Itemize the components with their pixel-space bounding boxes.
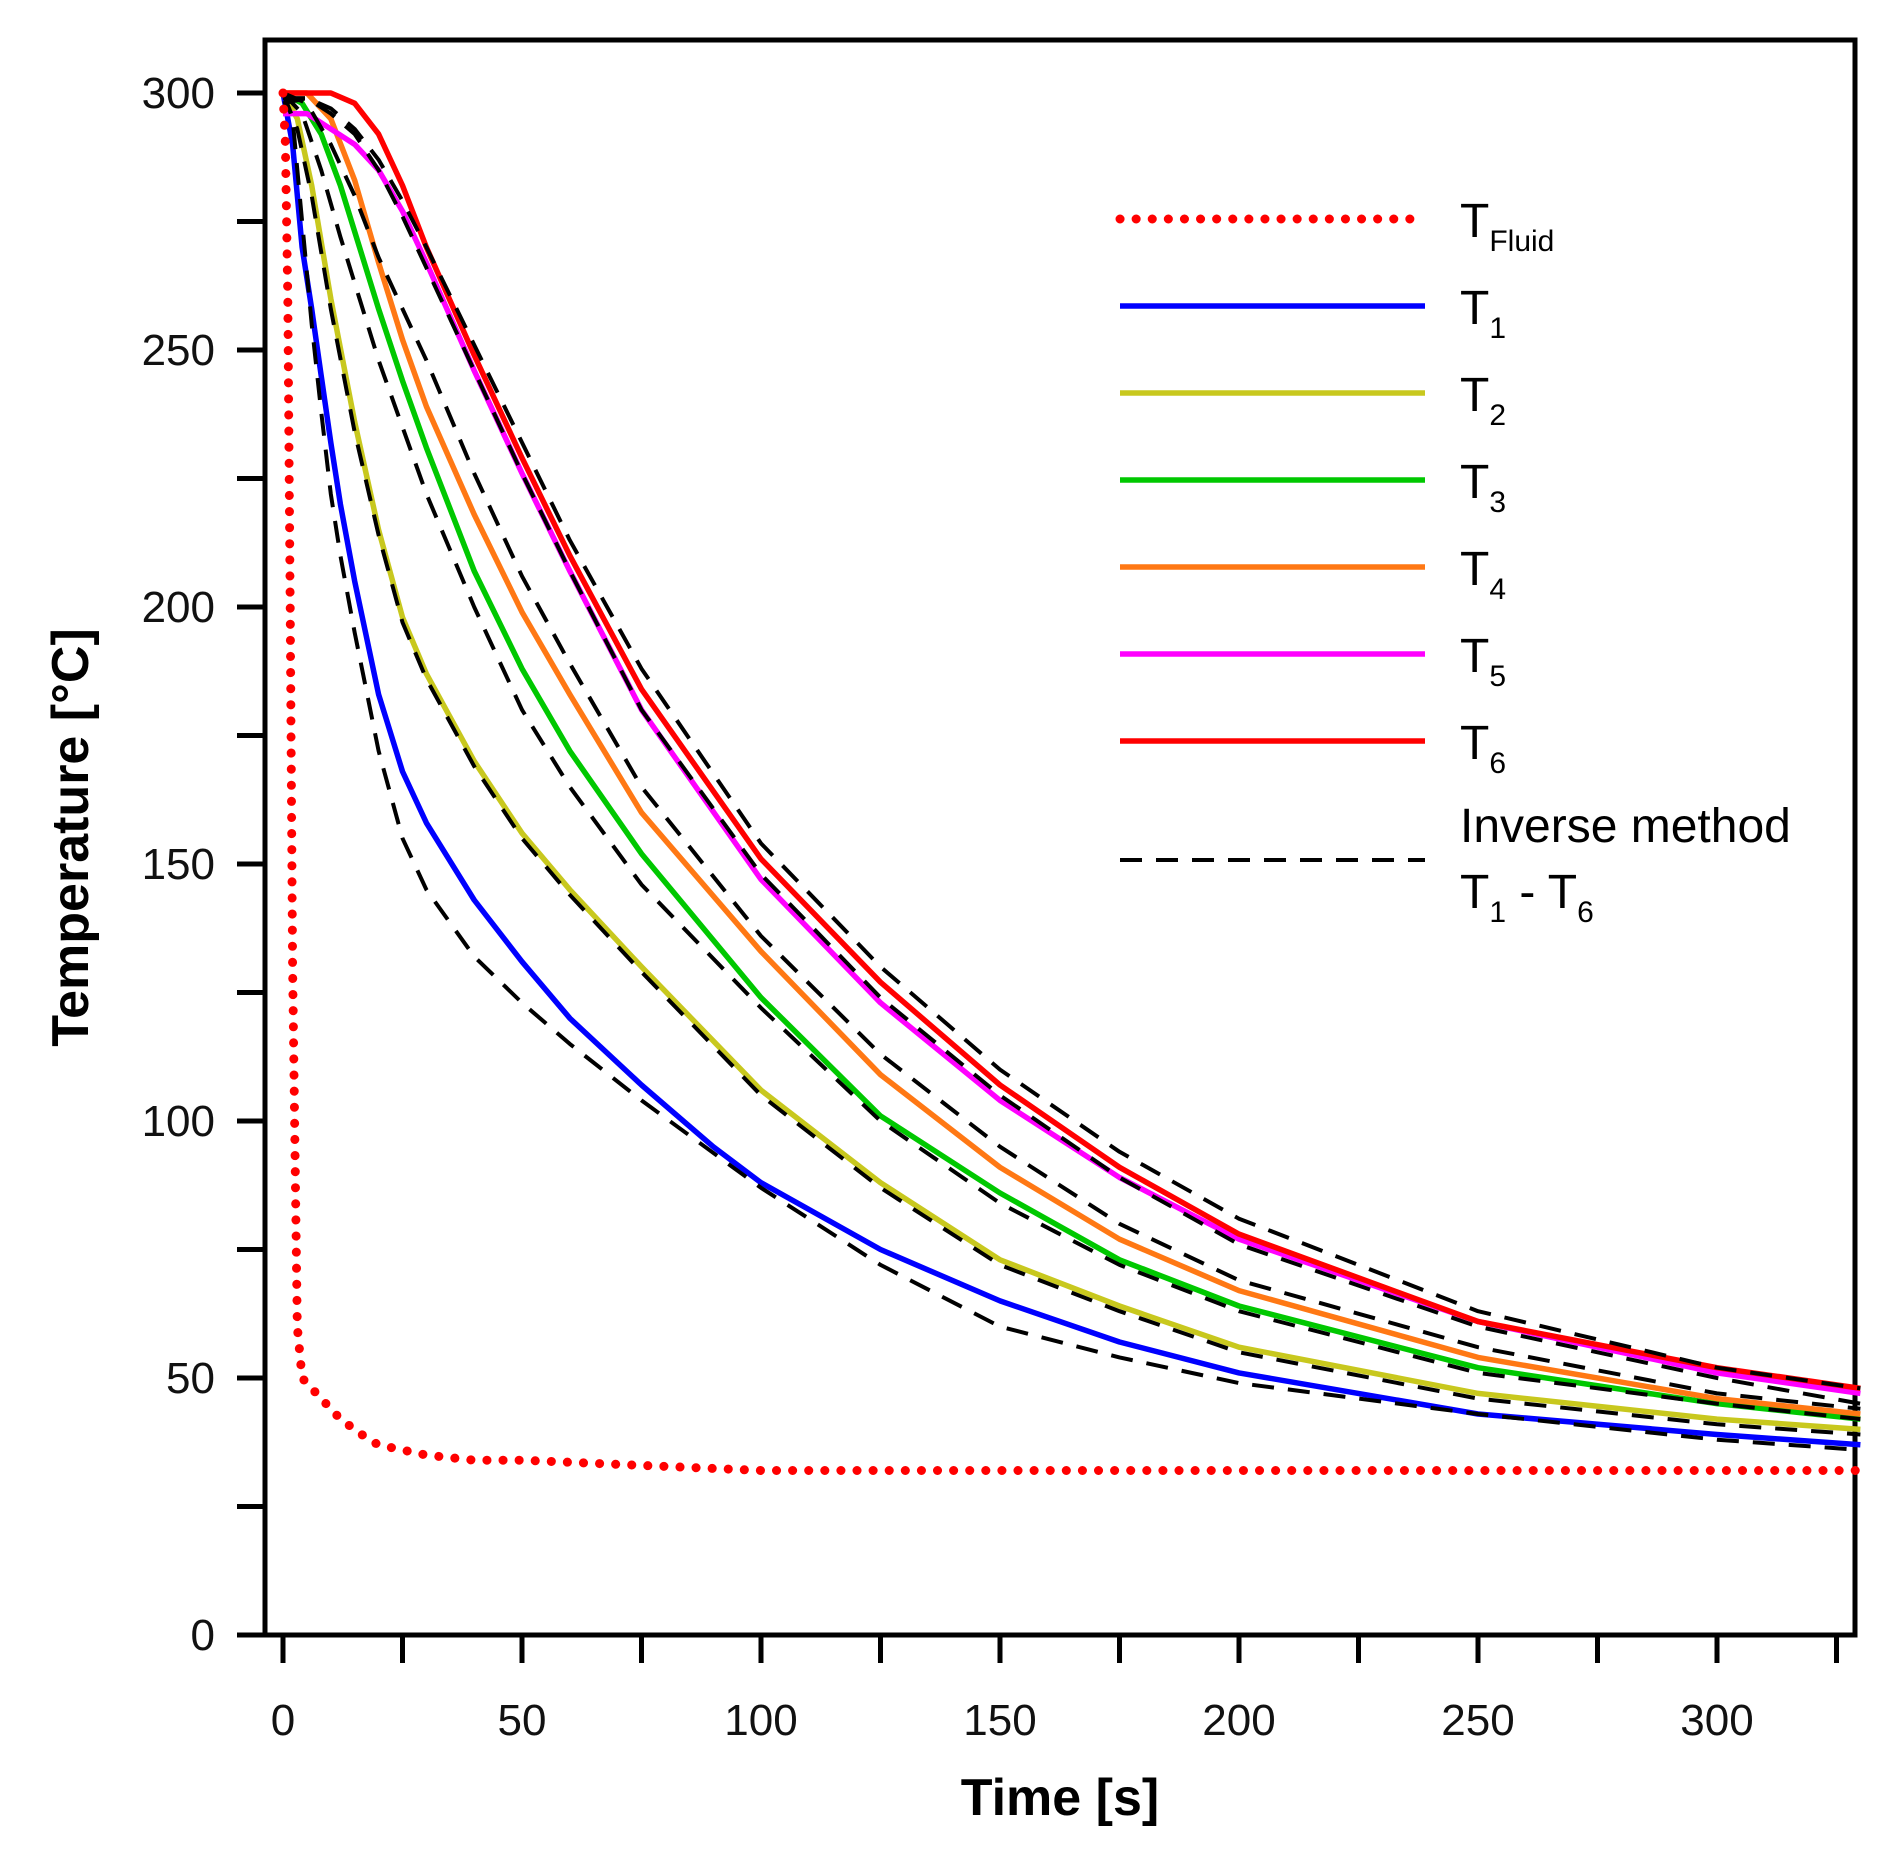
plot-series — [278, 88, 1865, 1475]
series-inv2 — [281, 92, 1861, 1437]
x-tick-label: 50 — [498, 1696, 547, 1745]
legend-label-t2: T2 — [1460, 369, 1506, 432]
series-t2 — [280, 91, 1861, 1433]
legend-inverse-sub6: 6 — [1577, 896, 1594, 929]
series-inv6 — [283, 96, 1861, 1391]
series-inv1 — [281, 92, 1861, 1452]
legend-sub-t4: 4 — [1489, 573, 1506, 606]
y-tick-label: 200 — [142, 583, 215, 632]
legend-label-t6: T6 — [1460, 717, 1506, 780]
legend-sub-t6: 6 — [1489, 747, 1506, 780]
x-tick-label: 100 — [724, 1696, 797, 1745]
y-tick-label: 50 — [166, 1354, 215, 1403]
series-inv3 — [281, 91, 1861, 1422]
legend-label-inverse-2: T1 - T6 — [1460, 866, 1594, 929]
y-axis-title: Temperature [°C] — [42, 628, 100, 1047]
x-axis-title: Time [s] — [961, 1769, 1159, 1827]
y-tick-label: 150 — [142, 840, 215, 889]
series-t1 — [280, 92, 1861, 1448]
legend-label-inverse-1: Inverse method — [1460, 800, 1791, 853]
y-tick-label: 100 — [142, 1097, 215, 1146]
x-tick-label: 300 — [1680, 1696, 1753, 1745]
series-t5 — [283, 110, 1861, 1397]
series-t4 — [283, 90, 1861, 1417]
x-tick-label: 200 — [1202, 1696, 1275, 1745]
legend-inverse-sub1: 1 — [1489, 896, 1506, 929]
legend-sub-t3: 3 — [1489, 486, 1506, 519]
legend-sub-t2: 2 — [1489, 399, 1506, 432]
plot-frame — [262, 37, 1858, 1638]
legend-inverse-t1: T — [1460, 866, 1489, 919]
legend-label-t4: T4 — [1460, 543, 1506, 606]
legend-sub-tfluid: Fluid — [1489, 225, 1554, 258]
x-tick-label: 250 — [1441, 1696, 1514, 1745]
legend-sub-t1: 1 — [1489, 312, 1506, 345]
x-tick-label: 0 — [271, 1696, 295, 1745]
legend-label-tfluid: TFluid — [1460, 195, 1554, 258]
legend-label-t5: T5 — [1460, 630, 1506, 693]
y-tick-label: 0 — [191, 1611, 215, 1660]
series-tfluid — [278, 88, 1865, 1475]
legend-inverse-t6: - T — [1506, 866, 1577, 919]
legend-sub-t5: 5 — [1489, 660, 1506, 693]
y-tick-label: 300 — [142, 69, 215, 118]
y-tick-label: 250 — [142, 326, 215, 375]
series-t3 — [281, 90, 1861, 1422]
series-inv5 — [282, 96, 1861, 1406]
x-tick-label: 150 — [963, 1696, 1036, 1745]
axes: 0 50 100 150 200 250 300 0 50 100 150 200 250 300 — [142, 37, 1858, 1745]
legend-label-t1: T1 — [1460, 282, 1506, 345]
legend-label-t3: T3 — [1460, 456, 1506, 519]
series-t6 — [283, 90, 1861, 1392]
